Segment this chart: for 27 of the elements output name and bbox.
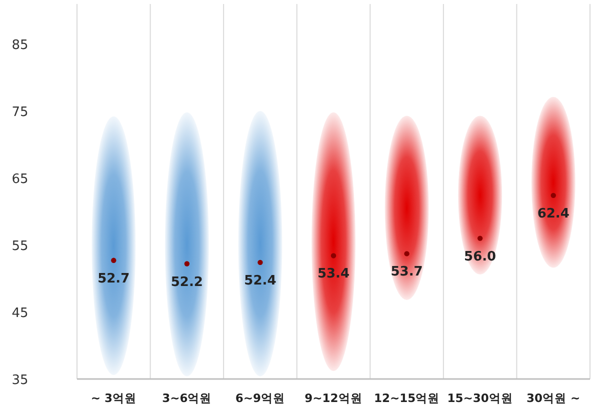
- data-label: 52.2: [170, 274, 203, 290]
- y-tick-label: 85: [12, 38, 28, 53]
- point: [550, 192, 556, 198]
- data-label: 52.7: [98, 271, 130, 286]
- x-tick-label: 15~30억원: [447, 391, 513, 405]
- y-tick-label: 35: [12, 373, 28, 388]
- x-tick-label: 12~15억원: [374, 391, 440, 405]
- data-label: 56.0: [464, 249, 496, 264]
- x-tick-label: 6~9억원: [235, 391, 286, 405]
- point: [477, 236, 483, 241]
- data-label: 62.4: [537, 206, 570, 222]
- data-label: 53.7: [390, 264, 423, 280]
- x-tick-label: 9~12억원: [304, 391, 362, 405]
- point: [184, 261, 190, 266]
- data-label: 53.4: [317, 266, 350, 282]
- y-tick-label: 75: [12, 105, 28, 120]
- x-tick-label: ~ 3억원: [90, 391, 136, 405]
- point: [258, 260, 263, 266]
- y-tick-label: 45: [12, 306, 28, 321]
- y-tick-label: 65: [12, 172, 28, 187]
- point: [330, 253, 336, 258]
- x-tick-label: 30억원 ~: [526, 391, 580, 405]
- point: [111, 258, 116, 264]
- point: [404, 251, 410, 256]
- x-tick-label: 3~6억원: [162, 391, 212, 405]
- data-label: 52.4: [244, 273, 276, 288]
- y-tick-label: 55: [12, 239, 28, 254]
